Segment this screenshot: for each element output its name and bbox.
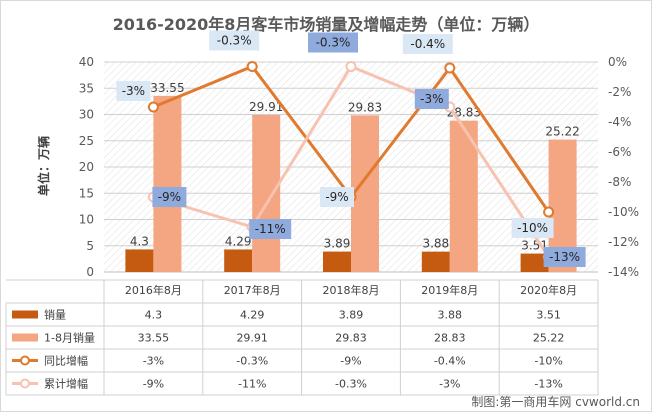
table-cell: -0.3% <box>335 378 367 391</box>
table-cell: -13% <box>534 378 562 391</box>
line-label-box <box>152 187 187 207</box>
y-tick-label: 35 <box>79 81 94 95</box>
y-tick-label: 15 <box>79 186 94 200</box>
y2-tick-label: -8% <box>608 175 631 189</box>
line-label-box <box>402 34 453 54</box>
bar <box>421 251 450 272</box>
table-cell: 4.3 <box>145 309 163 322</box>
line-label-box <box>308 32 358 53</box>
y2-tick-label: -2% <box>608 85 631 99</box>
y-tick-label: 25 <box>79 134 94 148</box>
line-point <box>147 101 159 113</box>
bar-data-label: 25.22 <box>545 125 579 139</box>
bar <box>323 251 351 272</box>
x-category-label: 2020年8月 <box>520 283 577 297</box>
table-cell: -10% <box>534 355 562 368</box>
table-cell: 3.88 <box>438 309 463 322</box>
legend-marker <box>20 378 30 389</box>
line-label-box <box>414 89 449 109</box>
bar <box>520 253 549 272</box>
legend-label: 同比增幅 <box>44 354 88 368</box>
bar-data-label: 3.88 <box>422 237 449 251</box>
table-cell: 28.83 <box>434 332 466 345</box>
y2-tick-label: -4% <box>608 115 631 129</box>
table-cell: -0.4% <box>434 355 466 368</box>
line-data-label: -13% <box>549 250 580 264</box>
table-cell: 3.51 <box>536 309 561 322</box>
line-label-box <box>511 218 554 238</box>
table-cell: -11% <box>238 378 266 391</box>
line-point <box>246 61 258 72</box>
line-data-label: -0.4% <box>410 37 445 51</box>
credit-text: 制图:第一商用车网 cvworld.cn <box>471 394 640 409</box>
bar-data-label: 4.29 <box>225 234 252 248</box>
y-tick-label: 20 <box>79 160 94 174</box>
line-point <box>444 62 456 74</box>
x-category-label: 2019年8月 <box>421 283 478 297</box>
table-cell: -9% <box>143 378 164 391</box>
bar-data-label: 29.83 <box>348 100 382 114</box>
table-cell: -0.3% <box>236 355 268 368</box>
bar <box>125 249 154 272</box>
line-data-label: -3% <box>122 84 145 98</box>
chart-title: 2016-2020年8月客车市场销量及增幅走势（单位：万辆） <box>113 15 540 34</box>
y2-tick-label: -6% <box>608 145 631 159</box>
bar-data-label: 29.91 <box>249 100 283 114</box>
legend-swatch <box>12 333 38 342</box>
table-cell: -9% <box>340 355 361 368</box>
bar-data-label: 33.55 <box>150 81 184 95</box>
legend-label: 累计增幅 <box>44 377 88 391</box>
bar <box>153 95 182 272</box>
legend-swatch <box>12 310 38 319</box>
legend-label: 销量 <box>44 308 66 322</box>
line-data-label: -9% <box>158 190 181 204</box>
y-tick-label: 0 <box>86 265 94 279</box>
bar-data-label: 4.3 <box>130 234 149 248</box>
line-data-label: -10% <box>517 221 548 235</box>
line-point <box>543 206 555 218</box>
bar <box>224 249 253 272</box>
table-cell: 3.89 <box>339 309 364 322</box>
line-data-label: -0.3% <box>217 34 252 48</box>
y2-tick-label: -14% <box>608 265 639 279</box>
y-tick-label: 40 <box>79 55 94 69</box>
x-category-label: 2018年8月 <box>323 283 380 297</box>
table-cell: -3% <box>439 378 460 391</box>
line-point <box>345 61 357 72</box>
x-category-label: 2016年8月 <box>125 283 182 297</box>
table-cell: 25.22 <box>533 332 565 345</box>
y2-tick-label: 0% <box>608 55 627 69</box>
table-cell: 29.91 <box>236 332 268 345</box>
bar <box>252 114 281 272</box>
table-cell: -3% <box>143 355 164 368</box>
bar <box>449 120 478 272</box>
line-label-box <box>543 247 586 267</box>
line-data-label: -0.3% <box>316 36 351 50</box>
y-tick-label: 30 <box>79 108 94 122</box>
y2-tick-label: -12% <box>608 235 639 249</box>
y-axis-label: 单位：万辆 <box>36 136 51 196</box>
legend-label: 1-8月销量 <box>44 331 95 345</box>
y-tick-label: 5 <box>86 239 94 253</box>
table-cell: 4.29 <box>240 309 265 322</box>
line-label-box <box>209 30 260 51</box>
y-tick-label: 10 <box>79 213 94 227</box>
bar <box>351 115 379 272</box>
line-data-label: -3% <box>420 92 443 106</box>
legend-marker <box>20 355 30 366</box>
bar-data-label: 3.51 <box>521 239 548 253</box>
line-label-box <box>320 187 354 207</box>
line-data-label: -11% <box>255 222 286 236</box>
x-category-label: 2017年8月 <box>224 283 281 297</box>
line-data-label: -9% <box>325 190 348 204</box>
bar-data-label: 3.89 <box>324 237 351 251</box>
table-cell: 33.55 <box>138 332 170 345</box>
y2-tick-label: -10% <box>608 205 639 219</box>
line-label-box <box>116 81 151 101</box>
line-label-box <box>249 219 292 239</box>
table-cell: 29.83 <box>335 332 367 345</box>
